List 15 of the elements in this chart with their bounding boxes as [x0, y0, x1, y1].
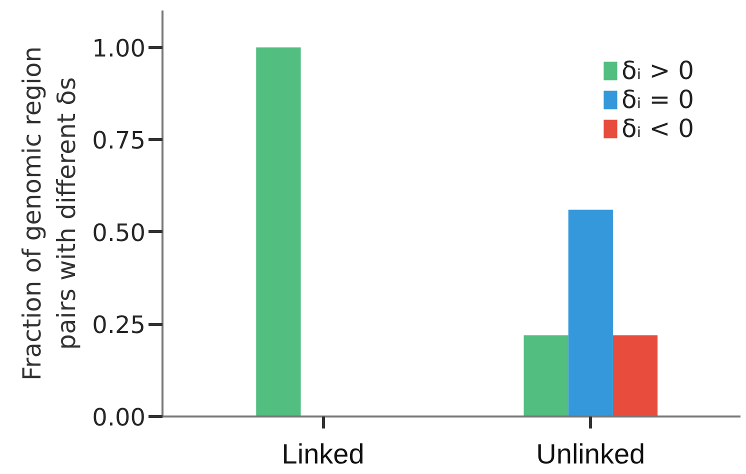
bar [256, 47, 301, 416]
x-tick-label: Linked [282, 438, 364, 470]
bar [568, 210, 613, 416]
y-tick-label: 0.00 [92, 404, 146, 432]
y-tick-label: 0.25 [92, 311, 146, 340]
y-tick-label: 1.00 [92, 34, 146, 62]
legend-label: δᵢ = 0 [621, 85, 694, 114]
y-tick-label: 0.50 [92, 218, 146, 247]
legend-label: δᵢ < 0 [621, 114, 694, 143]
bar [524, 335, 568, 416]
bar [612, 335, 658, 416]
y-tick-label: 0.75 [92, 126, 146, 155]
x-tick-label: Unlinked [536, 438, 646, 470]
legend-label: δᵢ > 0 [621, 56, 694, 85]
y-axis-title: Fraction of genomic region pairs with different δs [17, 46, 82, 381]
